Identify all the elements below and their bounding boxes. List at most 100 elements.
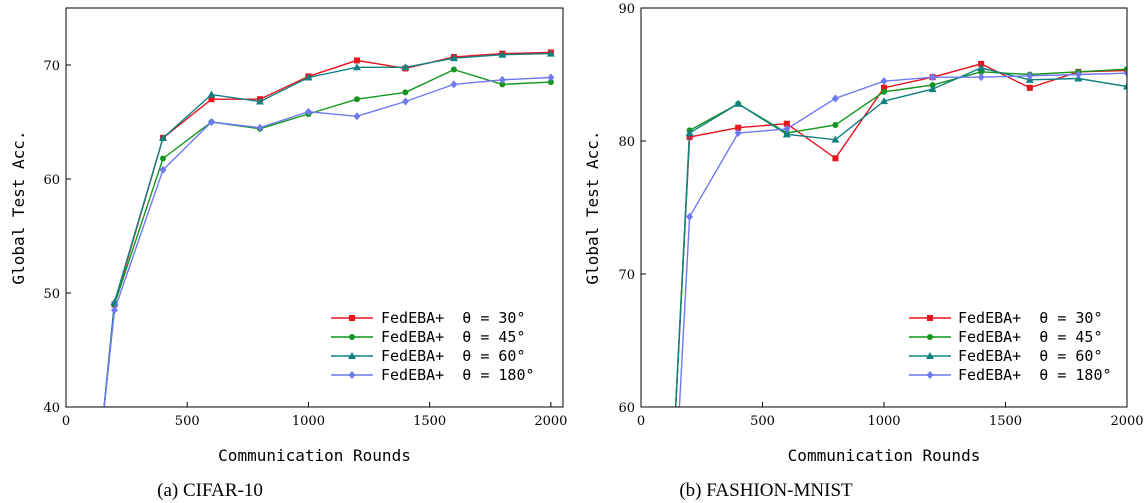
series-2 [103,49,555,407]
series-2-point [928,85,937,93]
x-tick-label: 0 [637,414,645,429]
series-2-point [977,63,986,71]
series-2-point [255,97,264,105]
legend-label-2: FedEBA+ θ = 60° [381,347,526,365]
series-3-point [207,118,215,126]
series-1-point [832,122,839,129]
series-3 [678,69,1127,407]
y-tick-label: 70 [43,59,60,74]
series-3-point [353,112,361,121]
legend-label-3: FedEBA+ θ = 180° [958,366,1112,384]
series-3-point [831,94,839,103]
series-0-point [832,155,839,162]
legend-label-2: FedEBA+ θ = 60° [958,347,1103,365]
series-2-point [831,135,840,143]
plot-area [674,60,1127,407]
series-3-point [547,73,555,82]
series-2-point [880,97,888,105]
y-tick-label: 50 [43,287,60,302]
legend-marker-3 [348,371,356,379]
x-axis-label: Communication Rounds [218,446,411,465]
series-2-point [546,49,555,57]
series-3-point [929,73,937,82]
legend-label-0: FedEBA+ θ = 30° [381,309,526,327]
series-3-point [401,97,409,106]
series-3-point [256,123,264,132]
legend-marker-0 [927,315,933,321]
series-3-point [1123,69,1127,78]
legend-label-1: FedEBA+ θ = 45° [381,328,526,346]
y-tick-label: 90 [618,2,635,17]
legend-marker-2 [348,352,356,359]
series-0-point [1026,84,1033,91]
series-0-point [881,84,887,91]
x-tick-label: 500 [750,414,775,429]
legend: FedEBA+ θ = 30°FedEBA+ θ = 45°FedEBA+ θ … [909,309,1112,384]
legend-marker-3 [926,371,934,379]
series-2-point [401,63,410,71]
series-2-point [449,54,458,62]
series-1-point [881,88,887,95]
legend-marker-1 [927,334,933,340]
y-tick-label: 60 [618,401,635,416]
x-tick-label: 1000 [867,414,900,429]
x-tick-label: 500 [175,414,200,429]
series-0-point [783,120,790,127]
series-2-point [158,133,167,141]
chart-panel-fashion-mnist: 0 500 1000 1500 2000 60 70 80 90 Communication Ro… [583,2,1144,501]
y-tick-label: 40 [43,401,60,416]
series-1-point [353,96,360,103]
legend-label-0: FedEBA+ θ = 30° [958,309,1103,327]
panel-caption: (a) CIFAR-10 [157,480,263,501]
x-tick-label: 0 [62,414,70,429]
legend: FedEBA+ θ = 30°FedEBA+ θ = 45°FedEBA+ θ … [331,309,535,384]
legend-label-3: FedEBA+ θ = 180° [381,366,535,384]
series-2-point [734,99,743,107]
series-3-point [686,212,694,221]
series-1-point [402,89,409,96]
series-3-point [110,306,118,315]
y-tick-label: 70 [618,268,635,283]
series-3-point [1026,71,1034,80]
panel-caption: (b) FASHION-MNIST [679,480,853,501]
series-0-point [208,96,215,103]
y-tick-label: 60 [43,173,60,188]
series-1-point [159,155,166,162]
y-axis-label: Global Test Acc. [9,130,28,284]
series-3-point [304,107,312,116]
series-3-point [783,125,791,134]
series-1-point [547,79,554,86]
x-tick-label: 2000 [534,414,567,429]
series-3-point [159,165,167,174]
series-3-point [1074,70,1082,79]
series-3-point [498,75,506,84]
series-3 [103,73,555,407]
series-1-point [499,81,506,88]
series-2-point [304,73,313,81]
x-tick-label: 1500 [989,414,1022,429]
series-2-point [207,90,216,98]
series-2-point [1123,82,1127,90]
series-3-point [880,77,888,86]
y-tick-label: 80 [618,135,635,150]
series-3-point [450,80,458,89]
series-2-point [685,129,694,137]
series-0-point [735,124,742,131]
x-axis-label: Communication Rounds [788,446,981,465]
series-1-point [450,66,457,73]
legend-marker-1 [349,334,355,340]
series-3-point [734,129,742,138]
x-tick-label: 2000 [1110,414,1143,429]
legend-marker-0 [349,315,355,321]
series-0-point [353,57,360,64]
series-2-point [498,50,507,58]
chart-panel-cifar10: 0 500 1000 1500 2000 40 50 60 70 Communication Ro… [9,7,567,501]
legend-label-1: FedEBA+ θ = 45° [958,328,1103,346]
x-tick-label: 1500 [413,414,446,429]
y-axis-label: Global Test Acc. [583,130,602,284]
axes-frame [65,7,564,408]
series-3-point [977,73,985,82]
legend-marker-2 [926,352,934,359]
x-tick-label: 1000 [292,414,325,429]
